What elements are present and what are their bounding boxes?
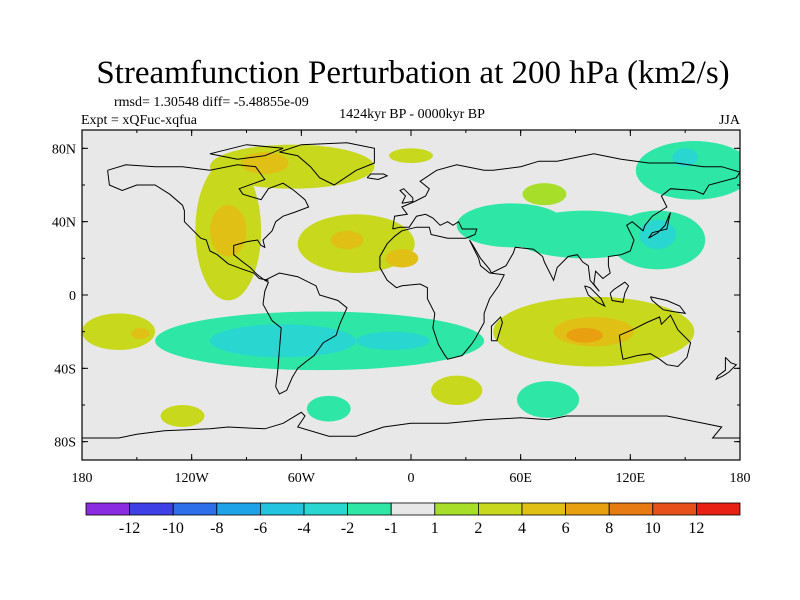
colorbar-tick-label: -1 (385, 520, 398, 537)
positive-anomaly-region (566, 328, 603, 343)
positive-anomaly-region (431, 375, 483, 406)
colorbar-swatch (172, 502, 218, 516)
positive-anomaly-region (82, 313, 156, 350)
coastline-eurasia-africa (379, 153, 740, 360)
negative-anomaly-region (635, 141, 740, 200)
chart-title: Streamfunction Perturbation at 200 hPa (… (96, 55, 729, 91)
colorbar-tick-label: 2 (474, 520, 482, 537)
negative-anomaly-region (306, 395, 351, 422)
colorbar-swatch (390, 502, 436, 516)
y-tick-label: 0 (69, 289, 76, 304)
coastline-japan (648, 212, 671, 239)
colorbar-swatch (696, 502, 741, 516)
positive-anomaly-region (209, 144, 375, 189)
coastline-greenland (279, 142, 375, 186)
map-background (82, 130, 740, 460)
positive-anomaly-region (522, 183, 567, 206)
colorbar-tick-label: 1 (431, 520, 439, 537)
colorbar-tick-label: -4 (297, 520, 310, 537)
coastline-new-guinea (649, 296, 687, 314)
coastline-south-america (262, 272, 348, 395)
anomaly-layer (82, 141, 740, 427)
positive-anomaly-region (160, 405, 205, 427)
y-tick-label: 80S (54, 436, 76, 451)
stats-label: rmsd= 1.30548 diff= -5.48855e-09 (114, 95, 309, 110)
y-tick-label: 40N (52, 216, 76, 231)
colorbar-tick-label: -10 (163, 520, 184, 537)
colorbar-tick-label: 6 (562, 520, 570, 537)
negative-anomaly-region (356, 331, 430, 351)
positive-anomaly-region (209, 205, 247, 257)
colorbar-tick-label: 10 (645, 520, 661, 537)
colorbar-swatch (347, 502, 392, 516)
colorbar-tick-label: -8 (210, 520, 223, 537)
x-tick-label: 60W (288, 471, 316, 486)
colorbar-swatch (565, 502, 610, 516)
coastline-borneo (609, 281, 630, 303)
coastline-sumatra (584, 285, 606, 308)
colorbar-tick-label: 8 (605, 520, 613, 537)
coastline-iceland (366, 173, 389, 181)
coastline-arctic-islands (209, 144, 284, 160)
colorbar-swatch (129, 502, 174, 516)
coastline-antarctica (82, 411, 740, 439)
map-plot-area (81, 129, 741, 461)
colorbar-tick-label: 4 (518, 520, 526, 537)
season-label: JJA (719, 113, 741, 128)
colorbar-tick-label: -12 (119, 520, 140, 537)
x-tick-label: 180 (72, 471, 93, 486)
x-tick-label: 180 (730, 471, 751, 486)
negative-anomaly-region (639, 219, 677, 250)
positive-anomaly-region (131, 328, 150, 339)
coastline-madagascar (490, 316, 503, 342)
colorbar-tick-label: -6 (254, 520, 267, 537)
y-tick-label: 80N (52, 142, 76, 157)
negative-anomaly-region (672, 148, 698, 167)
coastlines (82, 142, 740, 439)
positive-anomaly-region (389, 148, 433, 164)
colorbar-tick-label: 12 (688, 520, 704, 537)
x-axis: 180 120W 60W 0 60E 120E 180 (72, 130, 751, 486)
x-tick-label: 120W (175, 471, 210, 486)
coastline-north-america (107, 164, 310, 281)
y-tick-label: 40S (54, 362, 76, 377)
colorbar-swatch (216, 502, 261, 516)
colorbar-tick-label: -2 (341, 520, 354, 537)
coastline-new-zealand (715, 356, 738, 381)
coastline-uk (399, 188, 414, 204)
colorbar-swatch (608, 502, 654, 516)
colorbar-swatch (259, 502, 305, 516)
x-tick-label: 0 (408, 471, 415, 486)
colorbar-swatch (303, 502, 348, 516)
colorbar-swatch (434, 502, 479, 516)
positive-anomaly-region (385, 249, 419, 268)
x-tick-label: 120E (616, 471, 646, 486)
positive-anomaly-region (330, 230, 364, 250)
coastline-australia (618, 314, 692, 368)
x-tick-label: 60E (509, 471, 532, 486)
colorbar-swatch (477, 502, 523, 516)
colorbar: -12 -10 -8 -6 -4 -2 -1 1 2 4 6 8 10 12 (85, 502, 741, 537)
colorbar-swatch (85, 502, 130, 516)
negative-anomaly-region (209, 324, 357, 358)
experiment-label: Expt = xQFuc-xqfua (81, 113, 198, 128)
colorbar-swatch (652, 502, 697, 516)
y-axis: 80N 40N 0 40S 80S (52, 142, 740, 451)
negative-anomaly-region (517, 381, 580, 418)
period-label: 1424kyr BP - 0000kyr BP (339, 107, 485, 122)
colorbar-swatch (521, 502, 566, 516)
